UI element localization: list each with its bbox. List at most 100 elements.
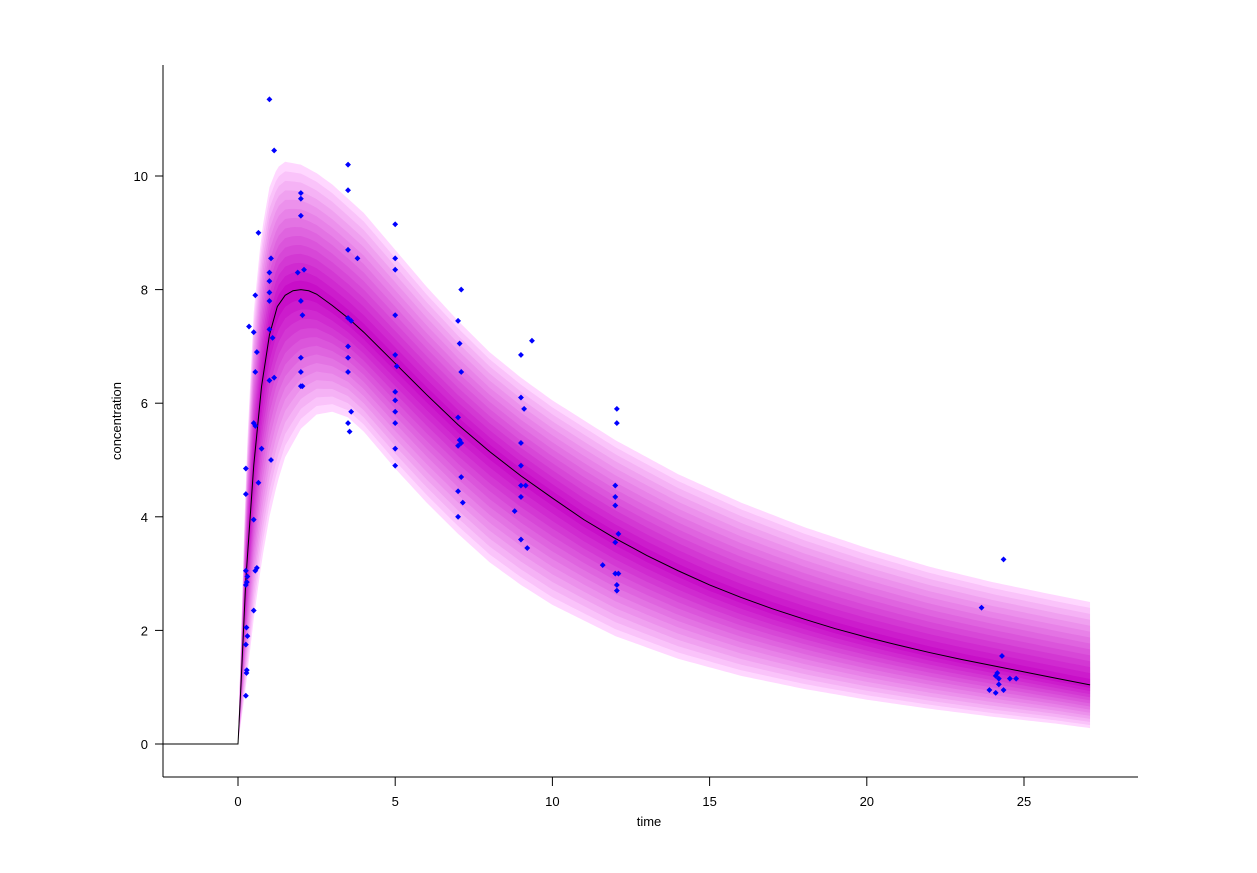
observation-point <box>393 363 400 370</box>
x-tick-label: 5 <box>392 794 399 809</box>
observation-point <box>612 502 619 509</box>
observation-point <box>455 513 462 520</box>
observation-point <box>252 369 259 375</box>
observation-point <box>455 488 462 495</box>
y-tick-label: 10 <box>134 169 148 184</box>
observation-point <box>266 289 273 296</box>
y-tick-label: 2 <box>141 623 148 638</box>
observation-point <box>301 266 307 273</box>
y-tick-label: 0 <box>141 737 148 752</box>
observation-point <box>266 377 273 384</box>
observation-point <box>266 96 273 103</box>
observation-point <box>297 190 304 196</box>
observation-point <box>345 343 351 350</box>
observation-point <box>612 482 619 489</box>
observation-point <box>518 536 524 543</box>
observation-point <box>258 445 265 452</box>
observation-point <box>271 147 278 154</box>
y-axis: 0 2 4 6 8 10 <box>134 65 164 777</box>
median-line <box>163 289 1091 745</box>
observation-point <box>392 462 399 469</box>
observation-point <box>266 269 273 276</box>
observation-point <box>1000 556 1007 563</box>
observation-point <box>268 255 274 262</box>
observation-point <box>345 420 351 427</box>
observation-point <box>243 579 250 586</box>
x-tick-label: 10 <box>545 794 559 809</box>
observation-point <box>242 465 249 472</box>
observation-point <box>613 405 620 412</box>
observation-point <box>297 298 304 304</box>
observation-point <box>297 212 304 219</box>
observation-point <box>392 388 399 395</box>
observation-point <box>348 408 355 415</box>
observation-point <box>250 329 257 336</box>
observation-point <box>269 334 276 341</box>
observation-point <box>242 491 249 498</box>
observation-point <box>392 221 399 228</box>
observation-point <box>348 317 355 324</box>
observation-point <box>999 653 1005 659</box>
observation-point <box>992 689 999 696</box>
observation-point <box>459 499 466 506</box>
observation-point <box>615 530 622 537</box>
median-curve <box>163 289 1091 745</box>
observation-point <box>458 474 465 480</box>
observation-point <box>518 493 524 500</box>
observation-point <box>345 354 351 361</box>
observation-point <box>986 687 993 693</box>
observation-point <box>246 323 252 330</box>
observation-point <box>252 292 259 299</box>
observation-point <box>299 312 306 319</box>
observation-point <box>345 369 351 375</box>
observation-point <box>268 457 274 463</box>
observation-point <box>392 408 399 415</box>
observation-point <box>253 564 260 571</box>
observation-point <box>244 573 251 580</box>
x-axis: 0 5 10 15 20 25 <box>163 776 1138 809</box>
observation-point <box>1006 675 1013 682</box>
observation-point <box>992 672 999 679</box>
observation-point <box>518 462 524 469</box>
observation-point <box>242 641 249 648</box>
observation-point <box>345 187 351 194</box>
observation-point <box>456 340 463 347</box>
observation-point <box>392 312 399 319</box>
x-tick-label: 0 <box>234 794 241 809</box>
observation-point <box>521 405 528 412</box>
observation-point <box>255 479 262 486</box>
observation-point <box>455 442 462 449</box>
y-tick-label: 6 <box>141 396 148 411</box>
observation-point <box>244 633 251 640</box>
prediction-band-layer <box>238 262 1091 744</box>
observation-point <box>455 317 462 324</box>
observation-point <box>297 195 304 202</box>
observation-point <box>299 383 306 390</box>
observation-point <box>297 369 304 375</box>
observation-point <box>271 374 278 381</box>
observation-point <box>518 440 524 446</box>
observation-point <box>1013 675 1020 682</box>
observation-point <box>266 326 273 333</box>
x-tick-label: 25 <box>1017 794 1031 809</box>
observation-point <box>458 286 465 293</box>
observation-point <box>392 266 399 273</box>
observation-point <box>250 516 257 523</box>
observation-point <box>511 508 518 515</box>
x-tick-label: 20 <box>860 794 874 809</box>
observation-point <box>613 582 620 588</box>
observation-point <box>243 667 250 674</box>
prediction-interval-bands <box>238 161 1091 745</box>
observation-point <box>266 298 273 304</box>
y-tick-label: 8 <box>141 283 148 298</box>
x-axis-title: time <box>637 814 662 829</box>
observation-point <box>613 420 620 427</box>
observation-point <box>995 681 1002 688</box>
observation-point <box>613 587 620 594</box>
observation-point <box>345 161 351 168</box>
observation-point <box>522 482 529 489</box>
observation-point <box>392 420 399 427</box>
observation-point <box>529 337 535 344</box>
observation-point <box>455 414 462 421</box>
